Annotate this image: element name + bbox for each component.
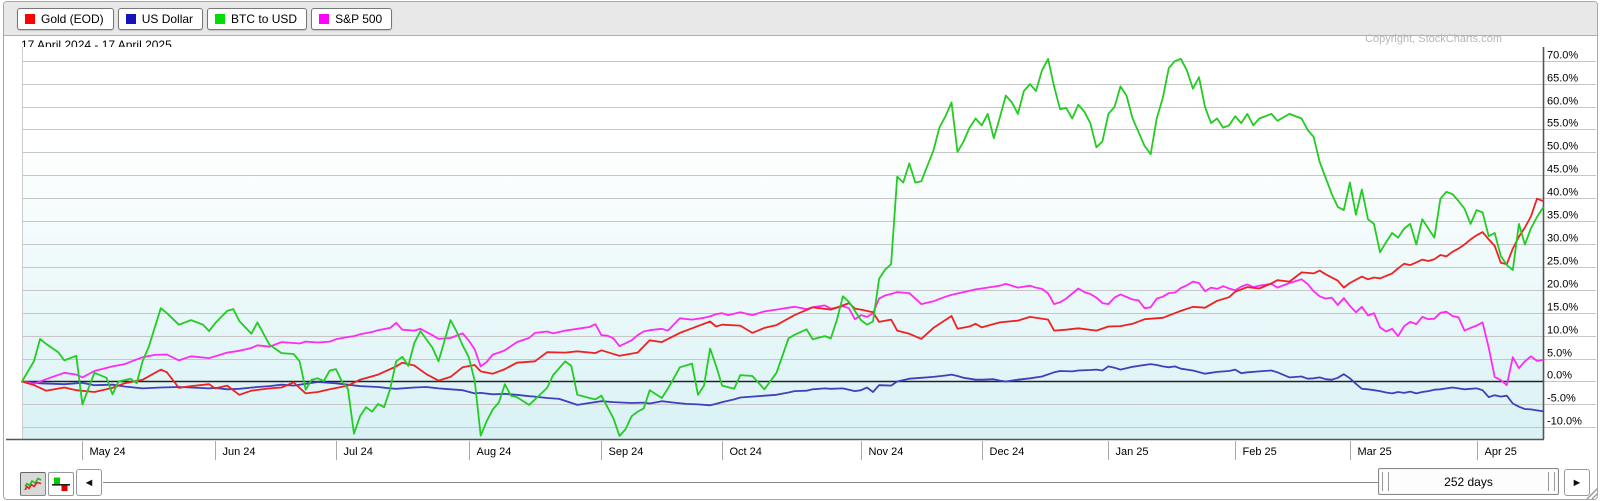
y-axis-tick-label: 50.0%: [1547, 141, 1578, 153]
legend-label: S&P 500: [335, 12, 383, 26]
legend-band: Gold (EOD) US Dollar BTC to USD S&P 500: [4, 2, 1597, 36]
y-axis-tick-label: 20.0%: [1547, 279, 1578, 291]
slider-days-label: 252 days: [1444, 474, 1493, 489]
slider-grip-left: [1382, 472, 1389, 491]
y-axis-tick-label: 65.0%: [1547, 73, 1578, 85]
plot-background: [22, 47, 1543, 439]
y-axis-tick-label: 5.0%: [1547, 348, 1572, 360]
legend-button-gold[interactable]: Gold (EOD): [17, 8, 114, 30]
y-axis-tick-label: 60.0%: [1547, 96, 1578, 108]
gold-color-swatch: [25, 14, 35, 24]
y-axis-tick-label: 10.0%: [1547, 325, 1578, 337]
y-axis-tick-label: 55.0%: [1547, 118, 1578, 130]
sp500-color-swatch: [319, 14, 330, 24]
series-line-s-p-500: [21, 278, 1544, 387]
legend-label: Gold (EOD): [41, 12, 104, 26]
performance-chart: 70.0% 65.0% 60.0% 55.0% 50.0% 45.0% 40.0% 35.0%…: [6, 47, 1596, 460]
x-axis-month-label: Dec 24: [990, 446, 1025, 458]
resize-grip-icon[interactable]: [1584, 486, 1598, 500]
x-axis-month-label: Feb 25: [1243, 446, 1277, 458]
legend-label: BTC to USD: [231, 12, 298, 26]
range-slider-thumb[interactable]: 252 days: [1378, 468, 1559, 495]
x-axis-month-label: Jun 24: [223, 446, 256, 458]
btc-color-swatch: [215, 14, 226, 24]
perfchart-panel: Gold (EOD) US Dollar BTC to USD S&P 500 17 …: [3, 1, 1598, 500]
copyright-label: Copyright, StockCharts.com: [1365, 33, 1502, 45]
left-arrow-icon: ◄: [83, 476, 95, 489]
legend-button-sp500[interactable]: S&P 500: [311, 8, 393, 30]
slider-grip-right: [1548, 472, 1555, 491]
x-axis-month-label: May 24: [90, 446, 126, 458]
y-axis-tick-label: -5.0%: [1547, 393, 1576, 405]
y-axis-tick-label: 25.0%: [1547, 256, 1578, 268]
series-line-gold-eod-: [21, 197, 1544, 396]
x-axis-month-label: Jan 25: [1116, 446, 1149, 458]
y-axis-tick-label: 15.0%: [1547, 302, 1578, 314]
x-axis-month-label: Aug 24: [477, 446, 512, 458]
legend-button-btc[interactable]: BTC to USD: [207, 8, 308, 30]
x-axis-month-label: Apr 25: [1485, 446, 1517, 458]
x-axis-month-label: Nov 24: [869, 446, 904, 458]
usd-color-swatch: [125, 14, 136, 24]
y-axis-tick-label: 45.0%: [1547, 164, 1578, 176]
y-axis-tick-label: 30.0%: [1547, 233, 1578, 245]
y-axis-tick-label: 70.0%: [1547, 50, 1578, 62]
y-axis-tick-label: -10.0%: [1547, 416, 1582, 428]
scroll-right-button[interactable]: ►: [1564, 469, 1590, 496]
legend-button-usd[interactable]: US Dollar: [117, 8, 204, 30]
y-axis-tick-label: 35.0%: [1547, 210, 1578, 222]
legend: Gold (EOD) US Dollar BTC to USD S&P 500: [17, 8, 393, 30]
x-axis-month-label: Mar 25: [1358, 446, 1392, 458]
x-axis-month-label: Sep 24: [609, 446, 644, 458]
series-line-btc-to-usd: [21, 58, 1544, 437]
y-axis-tick-label: 0.0%: [1547, 370, 1572, 382]
range-slider-track[interactable]: [103, 482, 1379, 483]
right-arrow-icon: ►: [1571, 476, 1583, 489]
histogram-icon: [52, 477, 70, 491]
line-chart-icon: [24, 477, 42, 491]
histogram-mode-button[interactable]: [48, 472, 74, 496]
y-axis-tick-label: 40.0%: [1547, 187, 1578, 199]
x-axis-month-label: Oct 24: [730, 446, 762, 458]
legend-label: US Dollar: [141, 12, 194, 26]
series-line-us-dollar: [21, 363, 1544, 413]
x-axis-month-label: Jul 24: [344, 446, 373, 458]
scroll-left-button[interactable]: ◄: [76, 469, 102, 496]
line-mode-button[interactable]: [20, 472, 46, 496]
